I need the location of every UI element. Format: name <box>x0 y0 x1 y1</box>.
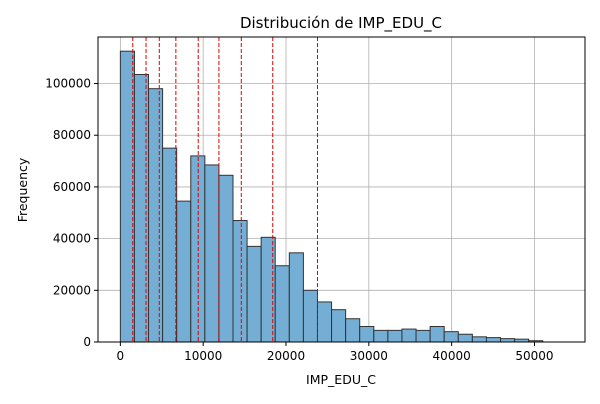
histogram-bar-11 <box>274 265 290 343</box>
histogram-bar-4 <box>176 200 192 343</box>
histogram-bar-17 <box>359 325 375 343</box>
histogram-bars <box>119 50 544 343</box>
x-tick-label-0: 0 <box>117 349 125 363</box>
y-tick-label-3: 60000 <box>53 180 91 194</box>
histogram-bar-27 <box>500 338 516 343</box>
histogram-bar-12 <box>288 252 304 343</box>
reference-lines <box>132 37 318 342</box>
chart-title: Distribución de IMP_EDU_C <box>240 14 442 33</box>
x-tick-label-2: 20000 <box>267 349 305 363</box>
histogram-bar-2 <box>148 88 164 343</box>
histogram-bar-19 <box>387 329 403 343</box>
x-tick-label-3: 30000 <box>350 349 388 363</box>
x-tick-label-4: 40000 <box>433 349 471 363</box>
histogram-bar-25 <box>471 336 487 343</box>
histogram-bar-7 <box>218 174 234 343</box>
histogram-bar-14 <box>316 301 333 343</box>
axes: 0 10000 20000 30000 40000 50000 0 20000 40000 600… <box>45 36 586 363</box>
x-tick-label-5: 50000 <box>515 349 553 363</box>
histogram-bar-23 <box>443 331 459 343</box>
histogram-bar-18 <box>373 329 389 343</box>
histogram-bar-24 <box>457 333 473 343</box>
y-tick-label-5: 100000 <box>45 77 91 91</box>
histogram-bar-13 <box>302 289 318 343</box>
histogram-bar-6 <box>204 164 220 343</box>
histogram-bar-26 <box>485 337 502 343</box>
histogram-bar-20 <box>401 328 417 343</box>
x-axis-label: IMP_EDU_C <box>306 372 376 387</box>
histogram-bar-21 <box>415 329 431 343</box>
y-tick-label-1: 20000 <box>53 283 91 297</box>
histogram-bar-22 <box>429 325 445 343</box>
plot-frame <box>97 36 586 343</box>
y-tick-label-0: 0 <box>83 335 91 349</box>
histogram-bar-3 <box>162 147 178 343</box>
y-tick-label-2: 40000 <box>53 232 91 246</box>
histogram-bar-16 <box>345 318 361 343</box>
y-axis-label: Frequency <box>15 157 30 222</box>
y-tick-label-4: 80000 <box>53 128 91 142</box>
histogram-bar-9 <box>246 245 262 343</box>
histogram-bar-8 <box>232 220 248 343</box>
histogram-bar-15 <box>331 309 347 343</box>
x-tick-label-1: 10000 <box>184 349 222 363</box>
